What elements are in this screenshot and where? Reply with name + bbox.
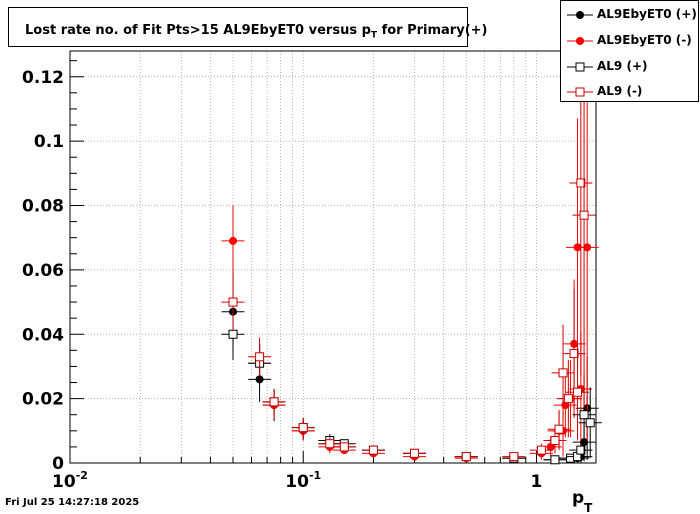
y-tick-label: 0.1 [34, 132, 64, 152]
data-point [298, 423, 308, 433]
data-point [368, 445, 378, 455]
data-point [583, 243, 592, 252]
axis-layer [69, 50, 597, 464]
data-point [585, 418, 595, 428]
data-point [229, 236, 238, 245]
data-point [569, 349, 579, 359]
legend-entry-3: AL9 (-) [561, 80, 700, 104]
data-point [550, 435, 560, 445]
legend-entry-2: AL9 (+) [561, 55, 700, 79]
data-point [255, 352, 265, 362]
y-tick-label: 0.08 [22, 197, 64, 217]
data-point [461, 452, 471, 462]
series-0 [221, 276, 599, 464]
data-point [576, 178, 586, 188]
series-3 [221, 51, 596, 462]
chart-title-subscript: T [370, 30, 378, 41]
data-point [579, 210, 589, 220]
x-tick-label: 10-1 [285, 469, 321, 492]
data-point [576, 445, 586, 455]
data-point [573, 387, 583, 397]
plot-frame [69, 50, 597, 464]
x-tick-label: 10-2 [52, 469, 88, 492]
grid-layer [69, 51, 596, 463]
data-point [579, 410, 589, 420]
chart-title-box: Lost rate no. of Fit Pts>15 AL9EbyET0 ve… [8, 7, 487, 47]
legend-marker-1 [567, 37, 593, 45]
legend-marker-3 [567, 87, 593, 97]
legend-entry-1: AL9EbyET0 (-) [561, 29, 700, 53]
legend: AL9EbyET0 (+) AL9EbyET0 (-) AL9 (+) AL9 … [560, 0, 699, 102]
y-tick-label: 0 [52, 454, 64, 474]
data-point [410, 448, 420, 458]
data-point [228, 329, 238, 339]
data-point [563, 394, 573, 404]
legend-label-1: AL9EbyET0 (-) [597, 33, 692, 47]
data-point [554, 424, 564, 434]
data-point [550, 455, 560, 465]
chart-title: Lost rate no. of Fit Pts>15 AL9EbyET0 ve… [25, 23, 488, 41]
legend-label-0: AL9EbyET0 (+) [597, 7, 697, 21]
x-axis-label: pT [572, 488, 593, 514]
y-tick-label: 0.04 [22, 325, 64, 345]
series-layer [221, 51, 602, 465]
legend-label-3: AL9 (-) [597, 84, 643, 98]
legend-marker-2 [567, 62, 593, 72]
y-tick-label: 0.06 [22, 261, 64, 281]
timestamp-footer: Fri Jul 25 14:27:18 2025 [5, 497, 140, 508]
data-point [339, 442, 349, 452]
x-tick-label: 1 [531, 472, 543, 492]
data-point [558, 368, 568, 378]
data-point [325, 439, 335, 449]
y-tick-label: 0.12 [22, 68, 64, 88]
data-point [536, 445, 546, 455]
data-point [269, 397, 279, 407]
y-tick-label: 0.02 [22, 390, 64, 410]
data-point [509, 452, 519, 462]
legend-label-2: AL9 (+) [597, 59, 648, 73]
legend-marker-0 [567, 11, 593, 19]
legend-entry-0: AL9EbyET0 (+) [561, 3, 700, 27]
label-layer: 0 0.02 0.04 0.06 0.08 0.1 0.12 10-2 10-1 1 pT [22, 68, 593, 514]
data-point [228, 297, 238, 307]
